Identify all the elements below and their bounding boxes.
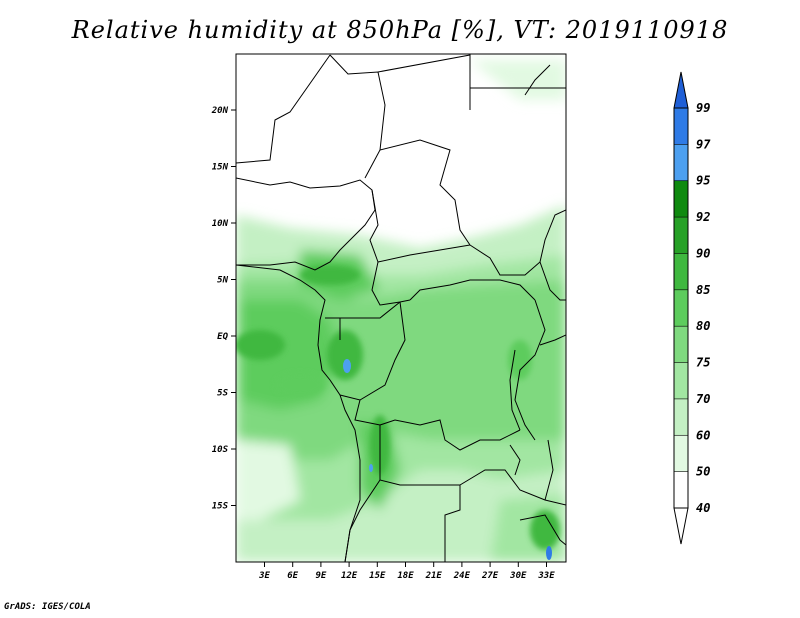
lon-label: 18E	[397, 571, 414, 581]
colorbar-segment	[674, 289, 688, 327]
lat-label: 15S	[212, 502, 229, 512]
colorbar-segment	[674, 326, 688, 363]
colorbar-label: 92	[696, 210, 710, 224]
lon-label: 6E	[287, 571, 298, 581]
colorbar-segment	[674, 471, 688, 508]
plot-frame	[235, 53, 567, 563]
colorbar-segment	[674, 435, 688, 472]
lon-label: 15E	[369, 571, 386, 581]
colorbar-segment	[674, 398, 688, 436]
colorbar-label: 80	[696, 319, 710, 333]
colorbar-segment	[674, 108, 688, 145]
lat-label: 20N	[211, 106, 229, 116]
lon-label: 12E	[341, 571, 358, 581]
lat-label: 5S	[217, 389, 228, 399]
colorbar-segment	[674, 217, 688, 254]
country-borders	[236, 54, 566, 562]
colorbar-bottom-arrow	[673, 507, 689, 545]
colorbar-label: 75	[696, 356, 710, 370]
lat-label: 10N	[212, 219, 229, 229]
colorbar-label: 97	[696, 137, 711, 151]
high-humidity-spot	[343, 359, 351, 373]
colorbar-label: 90	[696, 246, 710, 260]
longitude-axis: 3E 6E 9E 12E 15E 18E 21E 24E 27E 30E 33E	[258, 562, 555, 581]
lat-label: 5N	[217, 276, 228, 286]
colorbar-label: 85	[696, 283, 710, 297]
colorbar-label: 70	[696, 392, 710, 406]
colorbar-label: 95	[696, 174, 710, 188]
map-title: Relative humidity at 850hPa [%], VT: 201…	[71, 16, 729, 44]
colorbar: 99 97 95 92 90 85 80 75 70 60 50 40	[673, 71, 711, 545]
lon-label: 3E	[258, 571, 270, 581]
lat-label: 10S	[212, 445, 229, 455]
colorbar-segment	[674, 362, 688, 399]
lon-label: 30E	[509, 571, 527, 581]
colorbar-segment	[674, 180, 688, 218]
lat-label: 15N	[212, 163, 229, 173]
colorbar-label: 50	[696, 465, 710, 479]
colorbar-top-arrow	[673, 71, 689, 109]
colorbar-label: 60	[696, 428, 710, 442]
lon-label: 27E	[481, 571, 499, 581]
lon-label: 21E	[425, 571, 443, 581]
lon-label: 33E	[537, 571, 555, 581]
lon-label: 9E	[315, 571, 326, 581]
colorbar-label: 40	[696, 501, 710, 515]
colorbar-segment	[674, 253, 688, 290]
credit-label: GrADS: IGES/COLA	[4, 602, 91, 612]
lat-label: EQ	[217, 332, 228, 342]
colorbar-label: 99	[696, 101, 710, 115]
latitude-axis: 20N 15N 10N 5N EQ 5S 10S 15S	[211, 106, 236, 512]
lon-label: 24E	[453, 571, 471, 581]
colorbar-segment	[674, 144, 688, 181]
